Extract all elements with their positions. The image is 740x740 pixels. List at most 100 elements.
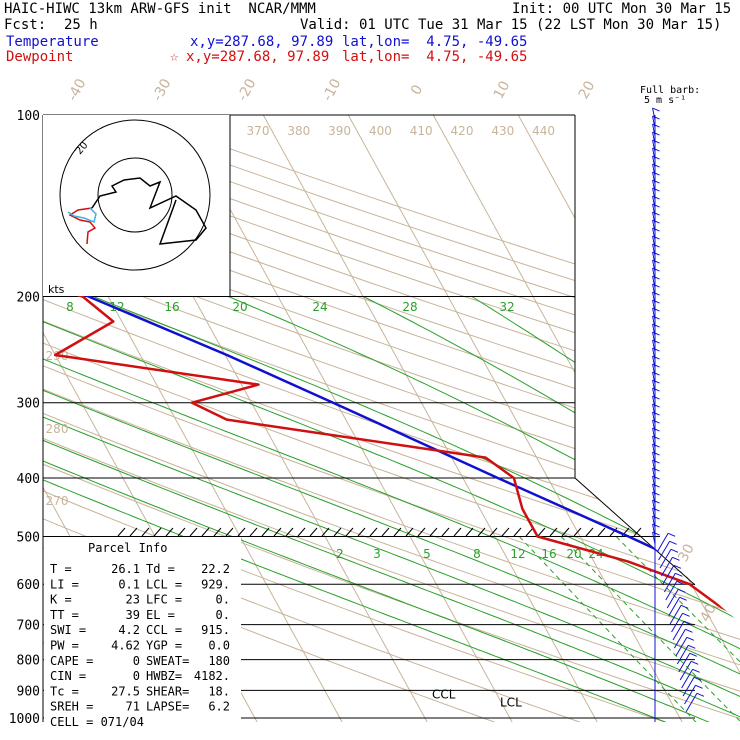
barb-units: 5 m s⁻¹ — [644, 95, 687, 106]
hatch-mark — [381, 527, 390, 537]
hodograph-panel — [43, 115, 230, 296]
theta-label: 370 — [247, 124, 270, 138]
wind-barb — [652, 435, 656, 449]
wind-barb-feather — [652, 403, 660, 408]
parcel-field-value: 27.5 — [111, 684, 140, 698]
wind-barb-feather — [676, 580, 684, 585]
parcel-field-value: 915. — [201, 623, 230, 637]
dewpoint-latlon: lat,lon= 4.75, -49.65 — [342, 49, 528, 65]
wind-barb — [684, 685, 696, 705]
wind-barb — [652, 243, 656, 257]
wind-barb — [652, 123, 656, 137]
parcel-field-value: 22.2 — [201, 562, 230, 576]
mixing-ratio-label: 8 — [66, 300, 74, 314]
parcel-field-label: SREH = — [50, 700, 93, 714]
hatch-mark — [393, 527, 402, 537]
wind-barb — [672, 621, 685, 641]
wind-barb — [652, 347, 656, 361]
parcel-field-label: CELL = 071/04 — [50, 715, 144, 729]
wind-barb-feather — [652, 203, 660, 208]
theta-label: 380 — [287, 124, 310, 138]
theta-label: 280 — [46, 422, 69, 436]
parcel-field-value: 0 — [133, 669, 140, 683]
wind-barb-feather — [652, 395, 660, 400]
hodograph-dewpoint-trace — [68, 207, 97, 245]
hatch-mark — [333, 527, 342, 537]
hatch-mark — [309, 527, 318, 537]
parcel-field-label: SWEAT= — [146, 654, 189, 668]
wind-barb-feather — [652, 179, 660, 184]
wind-barb-feather — [652, 259, 660, 264]
wind-barb — [661, 557, 673, 577]
isotherm-label: 10 — [491, 78, 514, 101]
wind-barb — [652, 315, 656, 329]
wind-barb — [652, 195, 656, 209]
wind-barb — [652, 259, 656, 273]
mixing-ratio-line — [560, 536, 740, 722]
wind-barb-feather — [652, 419, 660, 424]
dewpoint-label: Dewpoint — [6, 49, 74, 65]
dry-adiabat-line — [43, 115, 740, 722]
wind-barb-feather — [652, 123, 660, 128]
dry-adiabat-line — [43, 115, 740, 722]
wind-barb-feather — [652, 347, 660, 352]
barb-title: Full barb: — [640, 85, 701, 96]
hatch-mark — [441, 527, 450, 537]
wind-barb-feather — [652, 459, 660, 464]
parcel-field-value: 0.0 — [208, 639, 230, 653]
wind-barb — [652, 499, 656, 513]
isotherm-label: 30 — [675, 541, 698, 564]
wind-barb-feather — [652, 411, 660, 416]
parcel-field-label: EL = — [146, 608, 175, 622]
wind-barb-feather — [652, 339, 660, 344]
wind-barb — [678, 653, 691, 673]
wind-barb — [652, 515, 656, 529]
parcel-field-label: K = — [50, 593, 72, 607]
wind-barb — [652, 275, 656, 289]
hatch-mark — [489, 527, 498, 537]
moist-adiabat-line — [228, 296, 740, 722]
dewpoint-star-icon: ☆ — [170, 49, 179, 65]
wind-barb-feather — [652, 251, 660, 256]
wind-barb-feather — [652, 139, 660, 144]
wind-barb-feather — [652, 107, 660, 112]
wind-barb — [652, 379, 656, 393]
hatch-mark — [189, 527, 198, 537]
hodograph-units: kts — [48, 283, 65, 296]
theta-label: 270 — [46, 494, 69, 508]
wind-barb-feather — [652, 523, 660, 528]
isotherm-line — [591, 115, 740, 722]
wind-barb — [652, 331, 656, 345]
moist-adiabat-line — [43, 296, 740, 722]
dry-adiabat-line — [43, 115, 740, 722]
hatch-mark — [405, 527, 414, 537]
wind-barb — [663, 573, 676, 593]
wind-barb-feather — [652, 475, 660, 480]
wind-barb-feather — [679, 596, 687, 601]
wind-barb — [652, 211, 656, 225]
parcel-field-label: T = — [50, 562, 72, 576]
hatch-mark — [261, 527, 270, 537]
wind-barb — [666, 589, 679, 609]
theta-label: 390 — [328, 124, 351, 138]
wind-barb — [652, 483, 656, 497]
wind-barb — [652, 235, 656, 249]
wind-barb-feather — [689, 652, 697, 657]
theta-label: 420 — [451, 124, 474, 138]
temperature-latlon: lat,lon= 4.75, -49.65 — [342, 34, 528, 50]
wind-barb — [652, 291, 656, 305]
parcel-field-value: 4182. — [194, 669, 230, 683]
pressure-tick-label: 1000 — [9, 712, 40, 727]
parcel-field-label: LI = — [50, 577, 79, 591]
parcel-field-value: 0. — [216, 593, 230, 607]
wind-barb — [652, 227, 656, 241]
mixing-ratio-label: 12 — [510, 547, 525, 561]
dry-adiabat-line — [43, 115, 740, 722]
wind-barb-feather — [691, 660, 699, 665]
dry-adiabat-line — [43, 115, 740, 722]
pressure-tick-label: 200 — [17, 291, 40, 306]
wind-barb — [674, 629, 686, 649]
wind-barb-feather — [685, 628, 693, 633]
wind-barb — [665, 581, 678, 601]
wind-barb-feather — [652, 331, 660, 336]
